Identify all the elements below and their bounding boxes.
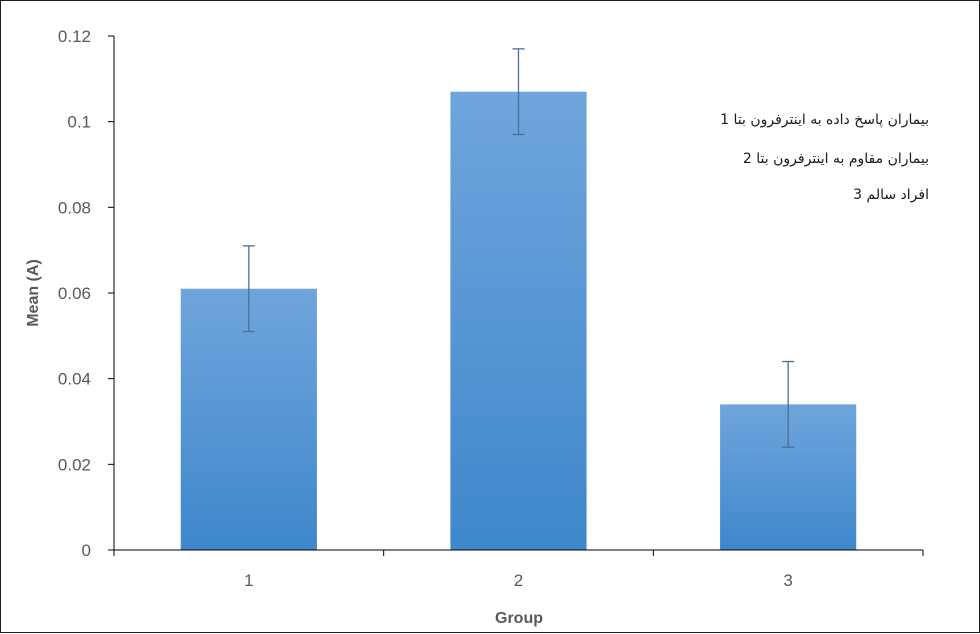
x-tick-label-3: 3 — [783, 571, 792, 590]
y-tick-label: 0.04 — [58, 370, 91, 389]
y-tick-label: 0.02 — [58, 455, 91, 474]
y-tick-label: 0 — [82, 541, 91, 560]
bar-group-1 — [180, 288, 317, 550]
y-axis-title: Mean (A) — [25, 259, 42, 327]
error-bar-group-1 — [242, 245, 255, 333]
legend-line-3: افراد سالم 3 — [853, 187, 929, 203]
bar-group-2 — [450, 91, 587, 550]
x-axis-title: Group — [495, 610, 543, 627]
y-tick-label: 0.12 — [58, 27, 91, 46]
x-tick-label-1: 1 — [244, 571, 253, 590]
bars-layer — [180, 91, 857, 550]
x-ticks-layer: 1 2 3 — [113, 550, 924, 590]
error-bars-layer — [242, 48, 795, 448]
y-tick-label: 0.06 — [58, 284, 91, 303]
group-legend: بیماران پاسخ داده به اینترفرون بتا 1 بیم… — [720, 112, 929, 203]
y-tick-label: 0.1 — [67, 113, 91, 132]
y-tick-label: 0.08 — [58, 198, 91, 217]
legend-line-1: بیماران پاسخ داده به اینترفرون بتا 1 — [720, 112, 929, 128]
error-bar-group-2 — [512, 48, 525, 136]
y-ticks-layer: 0 0.02 0.04 0.06 0.08 0.1 0.12 — [58, 27, 114, 560]
error-bar-group-3 — [782, 360, 795, 448]
legend-line-2: بیماران مقاوم به اینترفرون بتا 2 — [743, 151, 929, 167]
x-tick-label-2: 2 — [514, 571, 523, 590]
